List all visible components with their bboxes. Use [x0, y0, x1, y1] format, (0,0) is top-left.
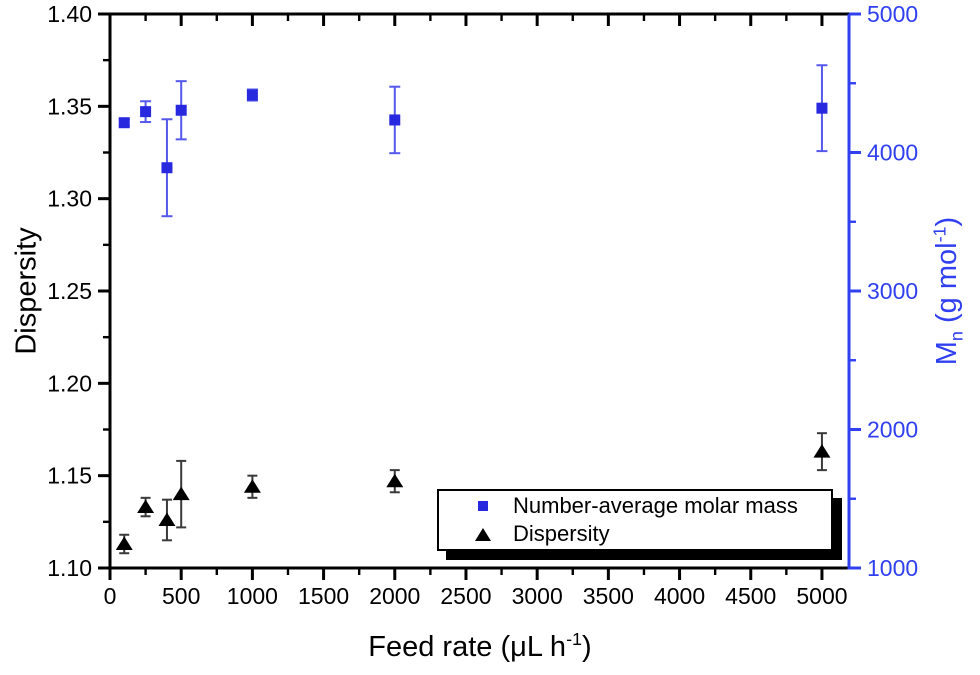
x-axis-tick-label: 1000	[227, 583, 278, 609]
y-axis-title-right-close: )	[930, 216, 963, 227]
x-axis-title-superscript: -1	[566, 629, 583, 650]
legend-item-molar-mass: Number-average molar mass	[453, 492, 831, 520]
y-left-tick-label: 1.15	[47, 463, 92, 489]
data-point-triangle	[115, 536, 133, 550]
data-point-square	[140, 106, 152, 118]
x-axis-tick-label: 500	[162, 583, 200, 609]
y-right-tick-label: 3000	[867, 278, 918, 304]
data-point-square	[175, 104, 187, 116]
y-left-tick-label: 1.10	[47, 555, 92, 581]
y-right-tick-label: 2000	[867, 417, 918, 443]
data-point-triangle	[172, 486, 190, 501]
y-left-tick-label: 1.30	[47, 186, 92, 212]
legend-marker-cell	[453, 501, 513, 511]
legend-marker-cell	[453, 527, 513, 541]
data-point-triangle	[158, 512, 176, 526]
x-axis-tick-label: 3000	[512, 583, 563, 609]
x-axis-tick-label: 4000	[654, 583, 705, 609]
y-axis-title-right: Mn (g mol-1)	[929, 216, 967, 366]
y-left-tick-label: 1.20	[47, 370, 92, 396]
data-point-triangle	[813, 444, 831, 458]
data-point-square	[161, 162, 173, 174]
triangle-marker-icon	[475, 527, 491, 541]
legend-item-dispersity: Dispersity	[453, 520, 831, 548]
y-left-tick-label: 1.25	[47, 278, 92, 304]
data-point-square	[246, 89, 258, 101]
x-axis-tick-label: 1500	[298, 583, 349, 609]
x-axis-tick-label: 0	[104, 583, 117, 609]
y-right-tick-label: 4000	[867, 140, 918, 166]
data-point-square	[118, 117, 130, 129]
square-marker-icon	[478, 501, 488, 511]
y-axis-title-right-mid: (g mol	[930, 242, 963, 332]
y-axis-title-left: Dispersity	[10, 227, 43, 355]
x-axis-tick-label: 5000	[796, 583, 847, 609]
x-axis-title-close: )	[582, 630, 592, 663]
legend-label-molar-mass: Number-average molar mass	[513, 493, 798, 518]
x-axis-tick-label: 3500	[583, 583, 634, 609]
legend: Number-average molar mass Dispersity	[437, 489, 833, 551]
y-left-tick-label: 1.35	[47, 93, 92, 119]
y-axis-title-right-subscript: n	[946, 331, 967, 342]
data-point-square	[389, 114, 401, 126]
y-right-tick-label: 1000	[867, 555, 918, 581]
legend-label-dispersity: Dispersity	[513, 521, 610, 546]
data-point-triangle	[386, 473, 404, 488]
x-axis-tick-label: 2500	[440, 583, 491, 609]
x-axis-tick-label: 4500	[725, 583, 776, 609]
y-axis-title-left-text: Dispersity	[10, 227, 43, 355]
data-point-square	[816, 102, 828, 114]
data-point-triangle	[137, 499, 155, 514]
data-point-triangle	[243, 479, 261, 493]
x-axis-title-text: Feed rate (μL h	[368, 630, 567, 663]
y-axis-title-right-text: M	[930, 341, 963, 366]
y-left-tick-label: 1.40	[47, 1, 92, 27]
y-axis-title-right-superscript: -1	[929, 226, 950, 243]
x-axis-title: Feed rate (μL h-1)	[368, 630, 591, 662]
x-axis-tick-label: 2000	[369, 583, 420, 609]
y-right-tick-label: 5000	[867, 1, 918, 27]
